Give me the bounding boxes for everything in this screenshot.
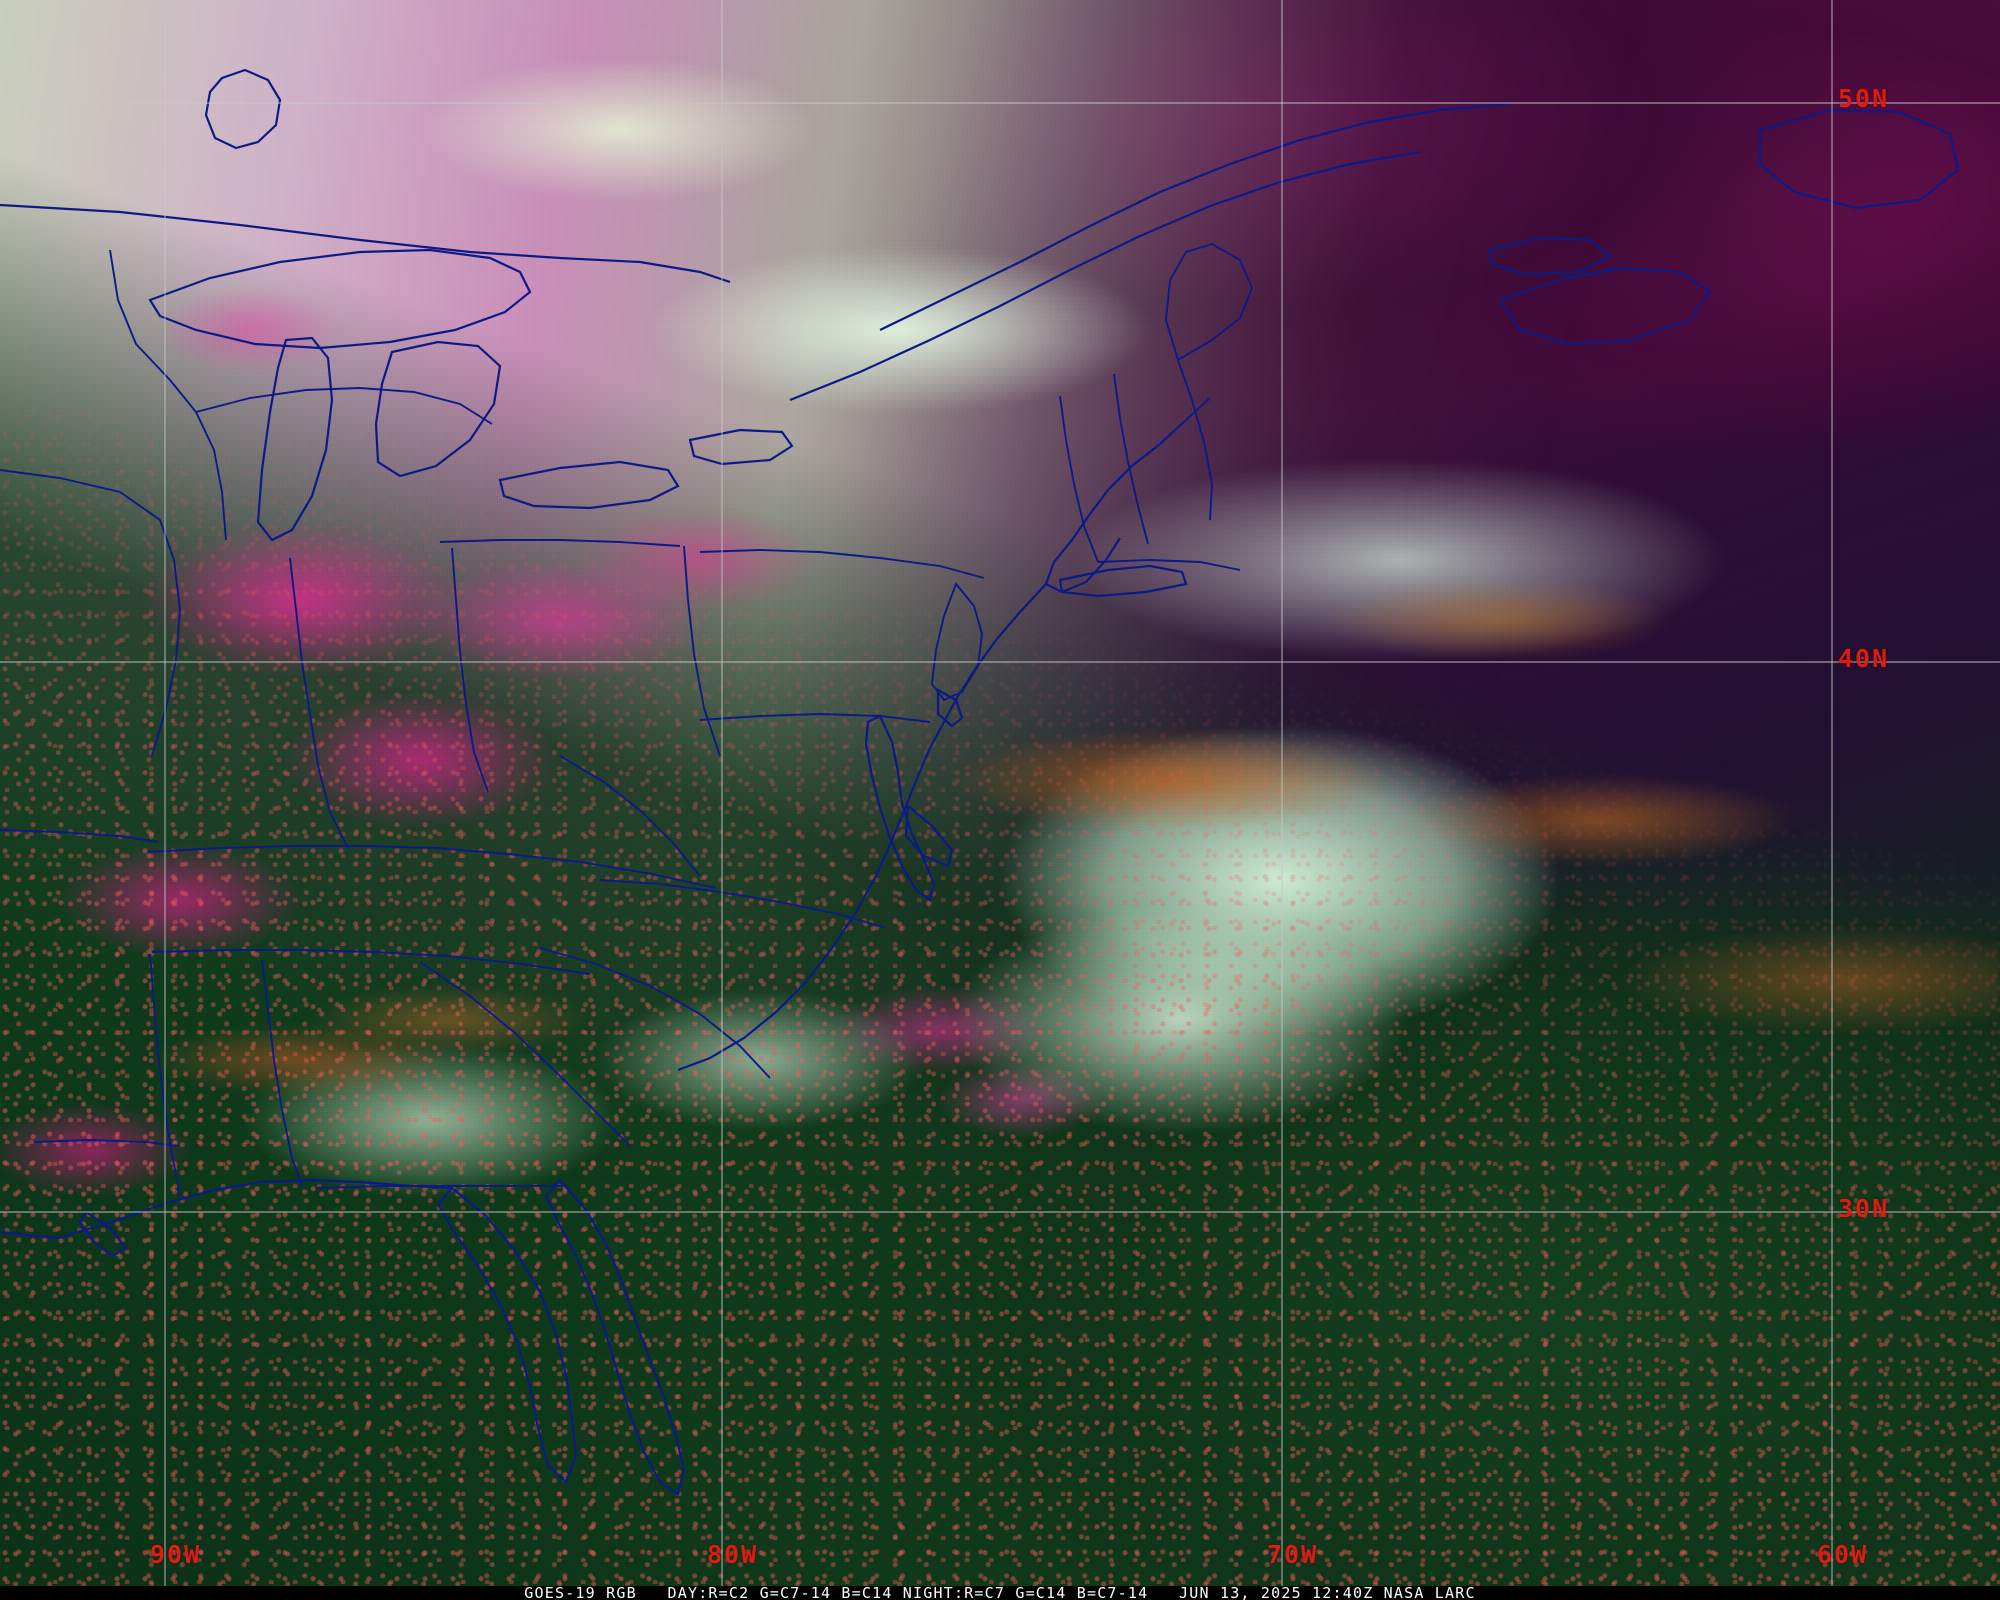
gridlabel-lat-40N: 40N xyxy=(1838,644,1890,673)
gridlabel-lon-70W: 70W xyxy=(1267,1540,1319,1569)
gridlabel-lat-30N: 30N xyxy=(1838,1194,1890,1223)
gridlabel-lon-80W: 80W xyxy=(707,1540,759,1569)
caption-text: GOES-19 RGB DAY:R=C2 G=C7-14 B=C14 NIGHT… xyxy=(524,1586,1476,1600)
gridlabel-lat-50N: 50N xyxy=(1838,84,1890,113)
gridlabel-lon-60W: 60W xyxy=(1817,1540,1869,1569)
image-caption-bar: GOES-19 RGB DAY:R=C2 G=C7-14 B=C14 NIGHT… xyxy=(0,1586,2000,1600)
gridlabel-lon-90W: 90W xyxy=(150,1540,202,1569)
